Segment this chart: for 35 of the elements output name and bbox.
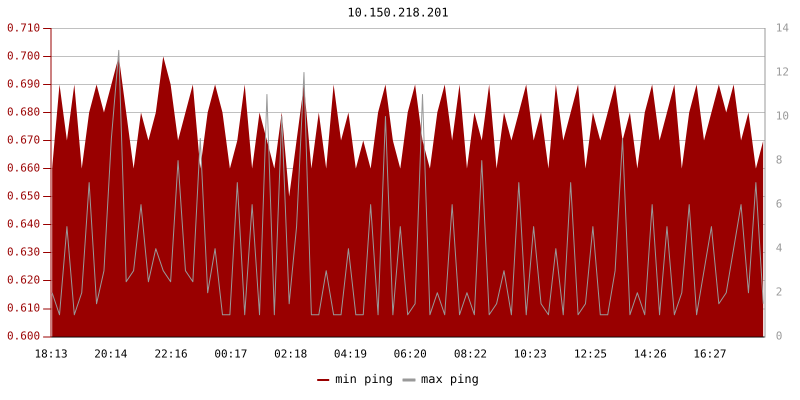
y-tick-label: 0.710 <box>6 21 40 34</box>
y-tick-label: 0.680 <box>6 105 40 118</box>
x-tick-label: 18:13 <box>34 347 68 360</box>
y-tick-label: 0.620 <box>6 274 40 287</box>
x-tick-label: 08:22 <box>454 347 487 360</box>
x-tick-label: 02:18 <box>274 347 308 360</box>
x-tick-label: 06:20 <box>394 347 427 360</box>
x-tick-label: 00:17 <box>214 347 248 360</box>
legend-label: min ping <box>335 372 393 386</box>
x-tick-label: 14:26 <box>634 347 667 360</box>
x-tick-label: 04:19 <box>334 347 367 360</box>
y-tick-label: 0.690 <box>6 77 40 90</box>
y-tick-label: 0.630 <box>6 246 40 259</box>
y2-tick-label: 6 <box>776 197 782 210</box>
x-tick-label: 20:14 <box>94 347 128 360</box>
y2-tick-label: 4 <box>776 242 783 255</box>
y2-tick-label: 14 <box>776 21 790 34</box>
y-tick-label: 0.700 <box>6 49 40 62</box>
legend-label: max ping <box>421 372 479 386</box>
x-tick-label: 16:27 <box>693 347 726 360</box>
y-tick-label: 0.610 <box>6 302 40 315</box>
y-tick-label: 0.600 <box>6 330 40 343</box>
y-tick-label: 0.660 <box>6 161 40 174</box>
x-tick-label: 12:25 <box>574 347 607 360</box>
x-tick-label: 22:16 <box>154 347 188 360</box>
x-tick-label: 10:23 <box>514 347 547 360</box>
y2-tick-label: 12 <box>776 65 790 78</box>
y-tick-label: 0.670 <box>6 133 40 146</box>
y2-tick-label: 8 <box>776 153 782 166</box>
y-tick-label: 0.640 <box>6 218 40 231</box>
y-tick-label: 0.650 <box>6 189 40 202</box>
y2-tick-label: 2 <box>776 286 782 299</box>
chart-title: 10.150.218.201 <box>347 5 449 20</box>
y2-tick-label: 0 <box>776 330 782 343</box>
y2-tick-label: 10 <box>776 109 790 122</box>
